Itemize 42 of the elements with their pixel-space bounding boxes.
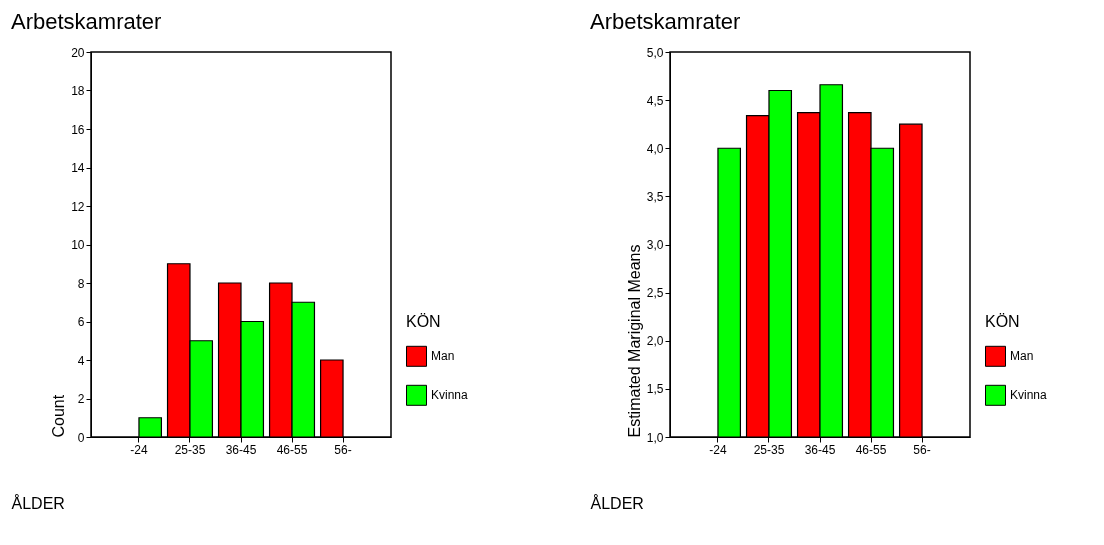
x-tick-label: 46-55 [855, 442, 887, 457]
y-tick-label: 14 [71, 161, 85, 175]
y-tick-label: 16 [71, 122, 85, 137]
y-tick-label: 3,5 [646, 189, 664, 204]
y-axis-title: Estimated Mariginal Means [625, 244, 643, 438]
x-tick-label: 46-55 [276, 442, 308, 457]
legend-label: Kvinna [1010, 388, 1048, 403]
x-tick-label: 56- [334, 442, 352, 457]
y-tick-label: 2,0 [646, 334, 664, 349]
chart-title: Arbetskamrater [11, 9, 162, 34]
y-tick-label: 0 [77, 430, 85, 445]
y-tick-label: 2 [77, 392, 85, 406]
y-tick-label: 6 [77, 315, 85, 329]
y-tick-label: 4 [77, 353, 85, 368]
x-tick-label: -24 [130, 442, 148, 457]
x-tick-label: -24 [709, 442, 727, 457]
y-tick-label: 3,0 [646, 238, 664, 252]
y-tick-label: 1,0 [646, 430, 664, 445]
legend-title: KÖN [406, 312, 441, 330]
y-tick-label: 2,5 [646, 286, 664, 301]
chart-title: Arbetskamrater [590, 9, 741, 34]
x-tick-label: 25-35 [753, 442, 785, 457]
x-axis-title: ÅLDER [590, 493, 644, 512]
x-tick-label: 25-35 [174, 442, 206, 457]
x-tick-label: 36-45 [225, 442, 257, 457]
y-tick-label: 4,5 [646, 93, 664, 108]
x-tick-label: 56- [913, 442, 931, 457]
x-tick-label: 36-45 [804, 442, 836, 457]
y-tick-label: 5,0 [646, 45, 664, 60]
y-tick-label: 4,0 [646, 141, 664, 156]
y-tick-label: 8 [77, 276, 85, 291]
legend-title: KÖN [985, 312, 1020, 330]
y-axis-title: Count [50, 394, 68, 438]
y-tick-label: 18 [71, 84, 85, 98]
x-axis-title: ÅLDER [11, 493, 65, 512]
legend-label: Man [1010, 349, 1034, 364]
y-tick-label: 20 [71, 45, 85, 60]
legend-label: Man [431, 349, 455, 364]
y-tick-label: 1,5 [646, 382, 664, 397]
y-tick-label: 10 [71, 238, 85, 252]
y-tick-label: 12 [71, 199, 85, 214]
legend-label: Kvinna [431, 388, 469, 403]
